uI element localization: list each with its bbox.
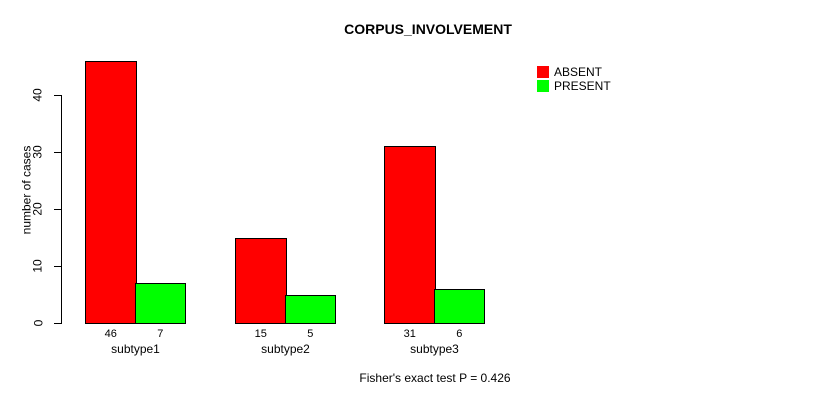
legend-item-absent: ABSENT [537,64,611,79]
y-axis-tick [54,209,61,210]
y-axis-tick [54,95,61,96]
y-axis-tick [54,323,61,324]
y-axis-line [61,95,62,324]
legend-label: PRESENT [554,78,611,93]
legend-item-present: PRESENT [537,78,611,93]
bar-absent-subtype2 [235,237,287,324]
y-axis-tick-label-text: 0 [31,319,45,327]
annotation-fisher-test: Fisher's exact test P = 0.426 [359,371,511,385]
bar-present-subtype3 [433,288,485,324]
x-axis-category-label: subtype3 [410,342,459,356]
y-axis-tick [54,152,61,153]
legend-swatch-absent [537,65,549,78]
bar-absent-subtype1 [85,60,137,324]
x-axis-category-label: subtype1 [111,342,160,356]
y-axis-tick-label-text: 30 [30,145,45,159]
bar-value-label: 15 [254,328,267,340]
x-axis-category-label: subtype2 [261,342,310,356]
bar-absent-subtype3 [384,146,436,324]
chart-title: CORPUS_INVOLVEMENT [344,21,512,37]
y-axis-tick [54,266,61,267]
legend-swatch-present [537,79,549,92]
y-axis-tick-label-text: 40 [30,88,45,102]
bar-value-label: 6 [456,328,463,340]
bar-present-subtype2 [284,294,336,324]
bar-present-subtype1 [134,283,186,324]
bar-value-label: 31 [403,328,416,340]
legend-label: ABSENT [554,64,603,79]
bar-value-label: 7 [157,328,164,340]
y-axis-tick-label: 40 [31,55,45,135]
y-axis-tick-label-text: 10 [30,259,45,273]
y-axis-tick-label-text: 20 [30,202,45,216]
bar-value-label: 46 [104,328,117,340]
legend: ABSENT PRESENT [537,65,611,93]
bar-value-label: 5 [307,328,314,340]
